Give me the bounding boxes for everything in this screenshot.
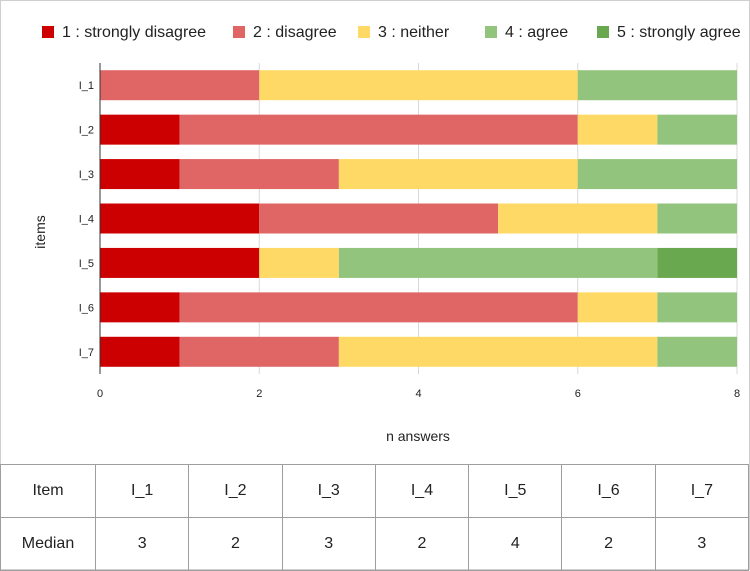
table-median-cell: 4 [468,517,563,571]
bar-segment [100,159,180,190]
bar-segment [179,114,578,145]
legend-swatch [233,26,245,38]
y-tick-label: I_5 [79,258,94,270]
bar-segment [657,203,737,234]
bar-segment [259,203,499,234]
x-tick-label: 2 [256,388,262,400]
x-tick-label: 6 [575,388,581,400]
legend: 1 : strongly disagree 2 : disagree 3 : nei… [42,24,741,41]
table-item-cell: I_5 [468,464,563,518]
table-median-cell: 3 [654,517,750,571]
table-header-label: Item [0,464,96,518]
bar-segment [259,247,339,278]
table-median-cell: 2 [561,517,656,571]
table-item-cell: I_2 [188,464,283,518]
bar-segment [338,336,658,367]
table-median-cell: 2 [374,517,470,571]
bar-segment [179,336,339,367]
axis-layer: 0 2 4 6 8 I_1 I_2 I_3 I_4 I_5 I_6 I_7 [79,63,740,400]
y-tick-label: I_2 [79,125,94,137]
bar-segment [259,70,578,101]
table-median-cell: 2 [188,517,283,571]
bar-layer [100,70,737,367]
y-tick-label: I_4 [79,214,94,226]
bar-segment [577,70,737,101]
bar-segment [577,292,658,323]
bar-segment [577,114,658,145]
table-item-cell: I_3 [281,464,376,518]
table-item-cell: I_6 [561,464,656,518]
legend-label: 1 : strongly disagree [62,24,206,41]
bar-segment [657,114,737,145]
legend-label: 3 : neither [378,24,450,41]
legend-swatch [358,26,370,38]
bar-segment [100,247,260,278]
bar-segment [100,292,180,323]
x-tick-label: 0 [97,388,103,400]
legend-swatch [42,26,54,38]
legend-label: 5 : strongly agree [617,24,741,41]
bar-segment [577,159,737,190]
y-axis-title: items [32,215,48,248]
y-tick-label: I_1 [79,80,94,92]
y-tick-label: I_6 [79,302,94,314]
y-tick-label: I_7 [79,347,94,359]
table-item-cell: I_4 [374,464,470,518]
bar-segment [100,203,260,234]
table-item-cell: I_1 [94,464,190,518]
bar-segment [657,336,737,367]
table-median-row: Median 3 2 3 2 4 2 3 [0,517,750,571]
legend-swatch [485,26,497,38]
bar-segment [338,247,658,278]
stacked-bar-chart: 0 2 4 6 8 I_1 I_2 I_3 I_4 I_5 I_6 I_7 1 : strongly … [32,24,741,444]
x-tick-label: 8 [734,388,740,400]
x-axis-title: n answers [386,428,450,444]
bar-segment [338,159,578,190]
bar-segment [498,203,658,234]
legend-swatch [597,26,609,38]
legend-label: 4 : agree [505,24,568,41]
x-tick-label: 4 [415,388,421,400]
bar-segment [179,292,578,323]
bar-segment [179,159,339,190]
table-median-cell: 3 [281,517,376,571]
legend-label: 2 : disagree [253,24,337,41]
y-tick-label: I_3 [79,169,94,181]
table-median-label: Median [0,517,96,571]
table-median-cell: 3 [94,517,190,571]
bar-segment [100,336,180,367]
table-item-cell: I_7 [654,464,750,518]
table-header-row: Item I_1 I_2 I_3 I_4 I_5 I_6 I_7 [0,464,750,518]
bar-segment [657,292,737,323]
bar-segment [657,247,737,278]
median-table: Item I_1 I_2 I_3 I_4 I_5 I_6 I_7 Median … [0,464,750,571]
bar-segment [100,70,260,101]
bar-segment [100,114,180,145]
